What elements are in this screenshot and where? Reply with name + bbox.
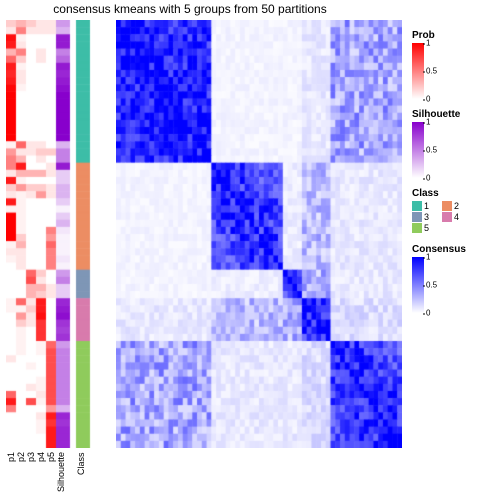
class-swatch [442, 201, 452, 211]
anno-label: p3 [26, 450, 36, 500]
heatmap-canvas [116, 20, 402, 448]
anno-label: Silhouette [56, 450, 70, 500]
colorbar-tick: 0 [426, 174, 430, 183]
class-label: 2 [454, 201, 459, 211]
colorbar-prob: 10.50 [412, 43, 424, 99]
anno-label: Class [76, 450, 90, 500]
class-label: 4 [454, 212, 459, 222]
anno-label: p5 [46, 450, 56, 500]
colorbar-tick: 0 [426, 309, 430, 318]
chart-title: consensus kmeans with 5 groups from 50 p… [0, 2, 380, 16]
anno-label: p2 [16, 450, 26, 500]
legend-consensus: Consensus 10.50 [412, 244, 500, 313]
colorbar-tick: 0 [426, 95, 430, 104]
colorbar-tick: 0.5 [426, 146, 437, 155]
class-swatch [412, 223, 422, 233]
anno-label: p1 [6, 450, 16, 500]
legend-class-title: Class [412, 188, 500, 199]
colorbar-tick: 1 [426, 118, 430, 127]
class-legend-items: 1 2 3 4 5 [412, 201, 500, 234]
legends: Prob 10.50 Silhouette 10.50 Class 12345 … [412, 20, 500, 323]
colorbar-consensus: 10.50 [412, 257, 424, 313]
class-legend-item: 4 [442, 212, 472, 222]
colorbar-tick: 0.5 [426, 281, 437, 290]
class-legend-item: 1 [412, 201, 442, 211]
class-legend-item: 5 [412, 223, 442, 233]
anno-label: p4 [36, 450, 46, 500]
legend-class: Class 1 2 3 4 5 [412, 188, 500, 234]
class-label: 5 [424, 223, 429, 233]
class-legend-item: 3 [412, 212, 442, 222]
class-label: 3 [424, 212, 429, 222]
legend-prob: Prob 10.50 [412, 30, 500, 99]
colorbar-tick: 1 [426, 253, 430, 262]
class-label: 1 [424, 201, 429, 211]
class-swatch [412, 201, 422, 211]
class-swatch [412, 212, 422, 222]
colorbar-tick: 1 [426, 39, 430, 48]
colorbar-tick: 0.5 [426, 67, 437, 76]
annotation-x-labels: p1p2p3p4p5Silhouette Class [6, 450, 110, 500]
annotation-canvas [6, 20, 110, 448]
legend-silhouette: Silhouette 10.50 [412, 109, 500, 178]
annotation-tracks [6, 20, 110, 448]
class-swatch [442, 212, 452, 222]
consensus-heatmap [116, 20, 402, 448]
class-legend-item: 2 [442, 201, 472, 211]
colorbar-silhouette: 10.50 [412, 122, 424, 178]
